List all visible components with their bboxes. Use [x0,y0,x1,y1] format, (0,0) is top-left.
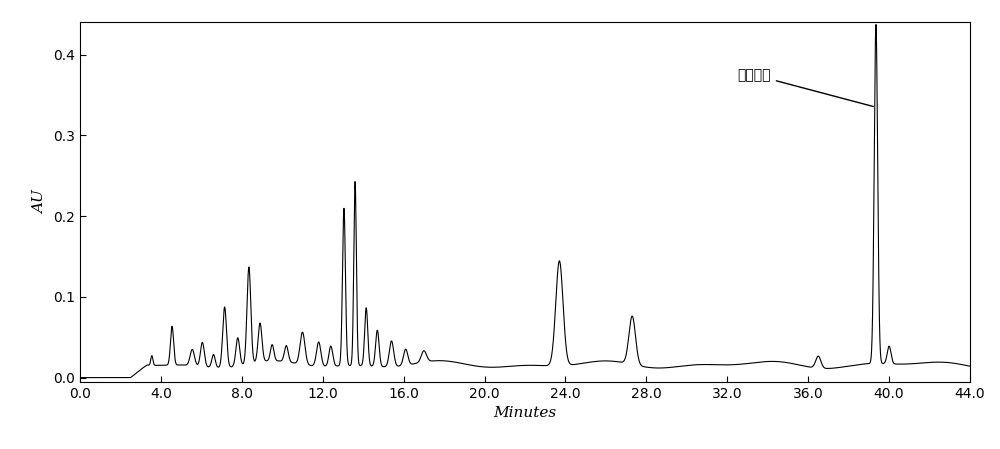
X-axis label: Minutes: Minutes [493,406,557,420]
Y-axis label: AU: AU [34,190,48,214]
Text: 橄榄苦苷: 橄榄苦苷 [737,68,873,106]
